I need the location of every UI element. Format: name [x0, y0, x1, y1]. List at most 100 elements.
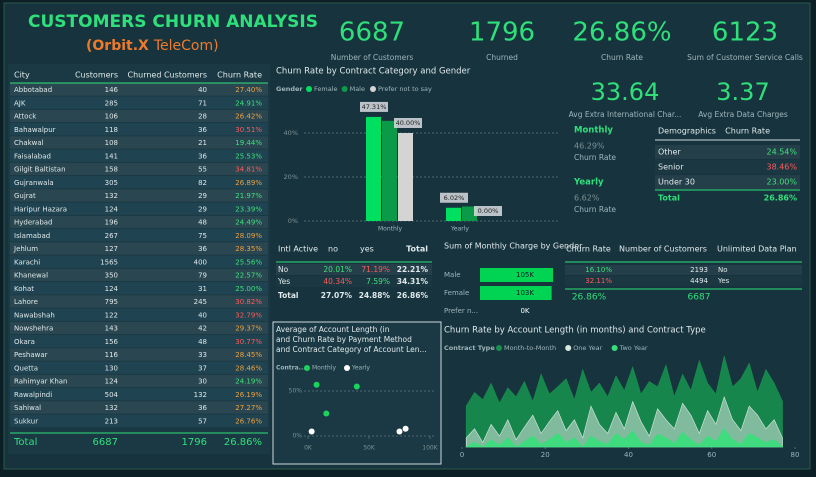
table-cell: Hyderabad	[14, 219, 53, 227]
table-cell: 40.34%	[323, 277, 352, 286]
total-cell: Total	[658, 194, 680, 203]
legend-swatch	[304, 365, 310, 371]
value-label: 40.00%	[396, 119, 421, 127]
table-cell: 36	[198, 126, 207, 134]
bar	[446, 207, 461, 221]
kpi-value: 6123	[712, 18, 778, 48]
column-header: Demographics	[658, 127, 716, 136]
value-label: 6.02%	[444, 194, 465, 202]
table-cell: 71	[198, 99, 207, 107]
legend-swatch	[370, 86, 376, 92]
kpi-label: Number of Customers	[331, 53, 414, 62]
table-cell: 305	[105, 179, 118, 187]
table-cell: Yes	[277, 277, 290, 286]
total-cell: 24.88%	[359, 291, 391, 300]
table-cell: 124	[105, 285, 119, 293]
card-value: 6.62%	[574, 194, 600, 203]
table-cell: 32.79%	[235, 311, 262, 319]
area	[465, 428, 784, 448]
table-cell: 24.91%	[235, 99, 262, 107]
table-cell: 38.46%	[766, 163, 797, 172]
table-cell: 30	[198, 378, 207, 386]
table-cell: 30.51%	[235, 126, 262, 134]
table-cell: Khanewal	[14, 272, 48, 280]
legend-swatch	[306, 86, 312, 92]
table-cell: 57	[198, 417, 207, 425]
row-band	[276, 264, 432, 275]
value-label-bg	[360, 101, 388, 112]
table-cell: Other	[658, 148, 681, 157]
table-cell: 400	[194, 258, 207, 266]
table-cell: Gujrat	[14, 192, 36, 200]
row-band	[10, 176, 268, 189]
table-cell: Nawabshah	[14, 311, 55, 319]
legend-swatch	[496, 345, 502, 351]
table-cell: 24.49%	[235, 219, 262, 227]
table-cell: Nowshehra	[14, 325, 53, 333]
card-value: 33.64	[591, 78, 660, 106]
value-label-bg	[440, 192, 468, 203]
column-header: Number of Customers	[619, 245, 707, 254]
total-cell: 26.86%	[397, 291, 429, 300]
total-cell: 27.07%	[321, 291, 353, 300]
column-header: Unlimited Data Plan	[717, 245, 797, 254]
table-cell: 24.54%	[766, 148, 797, 157]
bar	[398, 133, 413, 221]
table-cell: Rawalpindi	[14, 391, 52, 399]
row-band	[655, 175, 800, 189]
y-tick-label: 50%	[289, 388, 303, 395]
table-cell: 130	[105, 364, 118, 372]
table-cell: 24.19%	[235, 378, 262, 386]
legend-label: Yearly	[351, 365, 370, 372]
table-cell: 245	[194, 298, 207, 306]
table-cell: Jehlum	[13, 245, 38, 253]
row-band	[10, 335, 268, 348]
table-cell: 4494	[690, 277, 708, 285]
table-cell: Okara	[14, 338, 35, 346]
row-band	[10, 321, 268, 335]
total-cell: 1796	[182, 437, 207, 448]
table-cell: Karachi	[14, 258, 40, 266]
row-band	[10, 202, 268, 215]
table-cell: 25.00%	[235, 285, 262, 293]
x-tick-label: 60	[707, 451, 716, 459]
bar	[366, 116, 381, 221]
y-tick-label: Male	[444, 271, 461, 279]
value-label: 47.31%	[362, 103, 387, 111]
table-cell: 27.27%	[235, 404, 262, 412]
card-title: Monthly	[574, 126, 613, 136]
table-cell: 40	[198, 86, 207, 94]
row-band	[10, 83, 268, 96]
x-tick-label: Yearly	[450, 226, 469, 233]
table-cell: 28.46%	[235, 364, 262, 372]
table-cell: 108	[105, 139, 118, 147]
x-tick-label: 40	[624, 451, 633, 459]
value-label: 105K	[516, 271, 534, 279]
table-cell: 30.77%	[235, 338, 262, 346]
table-cell: 285	[105, 99, 118, 107]
row-band	[655, 145, 800, 159]
table-cell: Gujranwala	[14, 179, 54, 187]
table-cell: 26.19%	[235, 391, 262, 399]
legend-label: Two Year	[619, 344, 648, 352]
table-cell: 40	[198, 311, 207, 319]
table-cell: Gilgit Baltistan	[14, 166, 66, 174]
x-tick-label: 0K	[304, 445, 313, 452]
column-header: City	[14, 71, 30, 80]
subtitle: (Orbit.X TeleCom)	[86, 38, 219, 54]
table-cell: Haripur Hazara	[14, 205, 67, 213]
table-cell: 29.37%	[235, 325, 262, 333]
table-cell: 37	[198, 364, 207, 372]
table-cell: 55	[198, 166, 207, 174]
kpi-value: 6687	[339, 18, 405, 48]
column-header: no	[328, 245, 338, 254]
table-cell: 124	[105, 378, 119, 386]
y-tick-label: 0%	[288, 217, 298, 225]
column-header: Total	[406, 245, 428, 254]
table-cell: 48	[198, 338, 207, 346]
scatter-point	[313, 381, 320, 388]
table-cell: 158	[105, 166, 118, 174]
table-cell: 30.82%	[235, 298, 262, 306]
table-cell: 32.11%	[585, 277, 612, 285]
column-header: yes	[360, 245, 374, 254]
